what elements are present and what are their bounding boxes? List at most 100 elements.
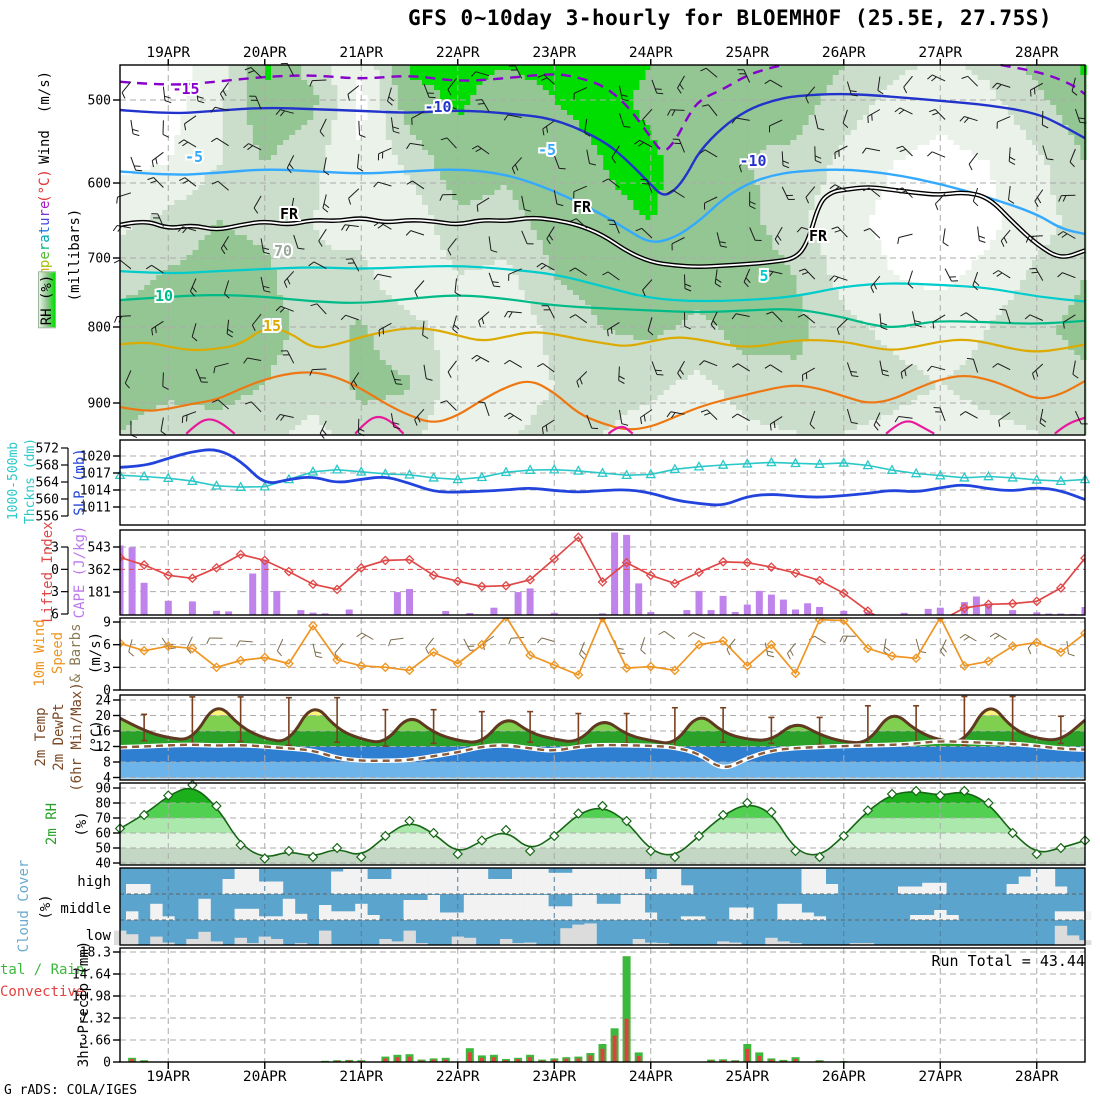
axis-label-2m-rh: 2m RH [44,802,60,846]
svg-text:60: 60 [95,827,111,842]
svg-text:70: 70 [95,812,111,827]
svg-text:80: 80 [95,797,111,812]
wind-barbs-10m [128,630,1075,660]
axis-label-ms: (m/s) [88,631,104,675]
axis-label-wind: Wind [37,130,53,164]
axis-label-cloud-cover: Cloud Cover [16,859,32,953]
svg-text:40: 40 [95,857,111,872]
svg-text:-10: -10 [739,152,766,170]
svg-text:19APR: 19APR [146,1069,190,1085]
axis-label-barbs: & Barbs [68,623,84,683]
svg-text:1011: 1011 [80,501,111,516]
cloud-row-labels: high middle low [60,874,111,944]
svg-text:10.98: 10.98 [72,990,111,1005]
svg-text:FR: FR [809,227,828,245]
svg-text:0: 0 [103,1056,111,1071]
svg-text:3.66: 3.66 [80,1034,111,1049]
gridlines [120,530,1085,615]
svg-text:1020: 1020 [80,450,111,465]
svg-text:556: 556 [36,510,59,525]
svg-text:22APR: 22APR [436,1069,480,1085]
svg-text:-15: -15 [172,80,199,98]
axis-label-2m-dewpt: 2m DewPt [51,703,67,771]
axis-label-minmax: (6hr Min/Max) [69,682,85,792]
panel-10m-wind: 9 6 3 0 [103,616,1085,699]
temp-line [119,707,1086,745]
svg-text:700: 700 [88,252,111,267]
svg-text:16: 16 [95,725,111,740]
svg-text:-5: -5 [538,141,556,159]
legend-convective: Convective [0,984,85,1000]
svg-text:10: 10 [155,287,173,305]
axis-label-2m-temp: 2m Temp [33,707,49,767]
svg-text:25APR: 25APR [725,1069,769,1085]
svg-text:14.64: 14.64 [72,968,111,983]
svg-text:middle: middle [60,901,111,917]
svg-text:20APR: 20APR [243,1069,287,1085]
run-total-text: Run Total = 43.44 [931,952,1085,970]
svg-text:21APR: 21APR [339,1069,383,1085]
svg-text:low: low [86,928,112,944]
svg-text:-3: -3 [43,541,59,556]
svg-text:-5: -5 [185,148,203,166]
svg-text:560: 560 [36,493,59,508]
pressure-ticks: 500 600 700 800 900 [88,94,120,412]
rh-markers [114,779,1091,864]
svg-text:24APR: 24APR [629,45,673,61]
svg-text:0: 0 [51,563,59,578]
svg-text:24: 24 [95,694,111,709]
axis-label-degc-2: (°C) [89,720,105,754]
svg-text:564: 564 [36,476,60,491]
svg-text:12: 12 [95,740,111,755]
axis-label-rh: RH (%) [38,271,56,329]
panel-precip: 18.3 14.64 10.98 7.32 3.66 0 [72,946,1085,1071]
gridlines [120,65,1085,435]
axis-label-lifted-index: Lifted Index [40,521,56,623]
svg-text:26APR: 26APR [822,1069,866,1085]
lifted-index-line [120,532,1085,615]
axis-label-speed: Speed [50,631,66,675]
gridlines [120,948,1085,1062]
rh-shading [120,65,1087,435]
axis-label-thickness-1: 1000-500mb [6,441,21,521]
panel-cloud-cover: high middle low [60,868,1092,945]
dewpoint-line [119,739,1086,770]
slp-line [119,448,1086,507]
svg-text:6: 6 [103,638,111,653]
wind-speed-line [120,618,1085,680]
svg-text:1014: 1014 [80,484,111,499]
precip-bars [128,956,848,1062]
svg-text:5: 5 [759,267,768,285]
day-axes: 19APR 19APR 20APR 20APR 21APR 21APR 22APR 22APR… [146,45,1058,1085]
axis-label-thickness-2: Thckns (dm) [23,437,38,525]
contour-labels: -15 -10 -10 -5 -5 FR FR FR 5 10 15 70 [153,78,830,337]
svg-text:7.32: 7.32 [80,1012,111,1027]
svg-text:28APR: 28APR [1015,45,1059,61]
svg-text:23APR: 23APR [532,1069,576,1085]
cloud-bars [114,869,1092,945]
svg-text:543: 543 [88,541,111,556]
panel-frames [119,64,1086,1063]
cloud-grid [120,868,1085,945]
svg-text:568: 568 [36,459,59,474]
page-title: GFS 0~10day 3-hourly for BLOEMHOF (25.5E… [407,6,1052,30]
svg-text:24APR: 24APR [629,1069,673,1085]
svg-text:27APR: 27APR [918,45,962,61]
svg-text:FR: FR [573,198,592,216]
panel-slp-thickness: 1020 1017 1014 1011 572 568 564 560 556 [36,440,1091,525]
svg-text:-10: -10 [424,98,451,116]
svg-text:500: 500 [88,94,111,109]
axis-label-pct-2: (%) [38,894,54,920]
axis-ticks: 18.3 14.64 10.98 7.32 3.66 0 [72,946,120,1071]
svg-text:21APR: 21APR [339,45,383,61]
svg-text:23APR: 23APR [532,45,576,61]
svg-text:0: 0 [103,684,111,699]
svg-text:3: 3 [51,585,59,600]
svg-text:1017: 1017 [80,467,111,482]
svg-text:9: 9 [103,616,111,631]
